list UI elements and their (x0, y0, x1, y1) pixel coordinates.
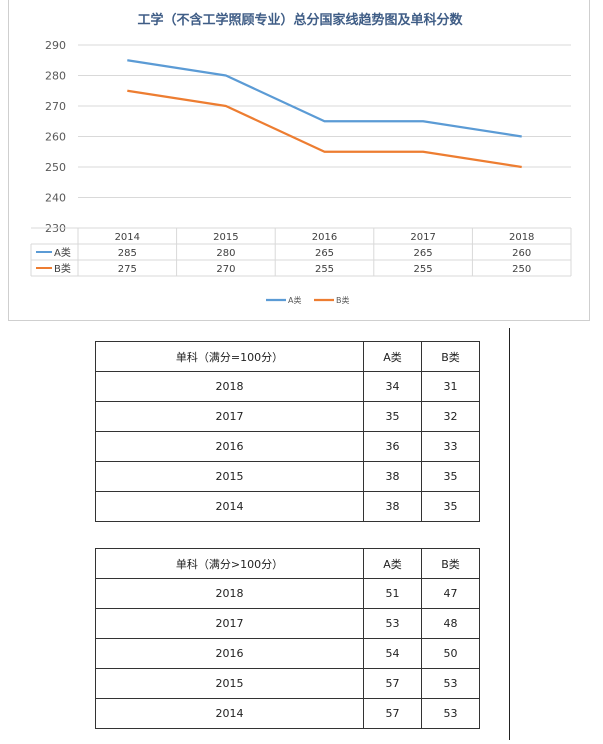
year-cell: 2015 (95, 461, 364, 492)
year-cell: 2017 (95, 401, 364, 432)
header-a: A类 (363, 341, 422, 372)
b-score-cell: 35 (421, 491, 480, 522)
year-cell: 2014 (95, 491, 364, 522)
a-score-cell: 53 (363, 608, 422, 639)
series-line-0 (127, 59, 522, 138)
x-tick-label: 2016 (312, 232, 337, 243)
a-score-cell: 51 (363, 578, 422, 609)
y-tick-label: 250 (45, 161, 66, 174)
year-cell: 2016 (95, 638, 364, 669)
vertical-divider (509, 328, 510, 740)
b-score-cell: 53 (421, 698, 480, 729)
table-row: 2014 57 53 (95, 698, 480, 729)
data-value-label: 260 (512, 248, 531, 259)
legend-label: A类 (288, 295, 301, 305)
y-tick-label: 260 (45, 131, 66, 144)
data-value-label: 275 (118, 264, 137, 275)
a-score-cell: 34 (363, 371, 422, 402)
data-value-label: 255 (315, 264, 334, 275)
a-score-cell: 57 (363, 698, 422, 729)
header-b: B类 (421, 548, 480, 579)
a-score-cell: 38 (363, 491, 422, 522)
b-score-cell: 35 (421, 461, 480, 492)
b-score-cell: 31 (421, 371, 480, 402)
data-value-label: 280 (216, 248, 235, 259)
series-name: A类 (54, 246, 71, 259)
b-score-cell: 48 (421, 608, 480, 639)
a-score-cell: 38 (363, 461, 422, 492)
b-score-cell: 50 (421, 638, 480, 669)
trend-line-chart: 工学（不含工学照顾专业）总分国家线趋势图及单科分数 290 280 270 260 250… (30, 12, 572, 305)
a-score-cell: 36 (363, 431, 422, 462)
table-row: 2015 38 35 (95, 461, 480, 492)
year-cell: 2014 (95, 698, 364, 729)
single-subject-table-over-100: 单科（满分>100分） A类 B类 2018 51 47 2017 53 48 2016 54… (95, 548, 480, 729)
data-value-label: 250 (512, 264, 531, 275)
y-tick-label: 290 (45, 39, 66, 52)
year-cell: 2018 (95, 371, 364, 402)
table-row: 2017 53 48 (95, 608, 480, 639)
header-b: B类 (421, 341, 480, 372)
a-score-cell: 54 (363, 638, 422, 669)
b-score-cell: 32 (421, 401, 480, 432)
series-line-1 (127, 89, 522, 169)
a-score-cell: 57 (363, 668, 422, 699)
data-value-label: 265 (414, 248, 433, 259)
year-cell: 2015 (95, 668, 364, 699)
data-value-label: 285 (118, 248, 137, 259)
chart-panel: 工学（不含工学照顾专业）总分国家线趋势图及单科分数 290 280 270 260 250… (8, 0, 590, 321)
a-score-cell: 35 (363, 401, 422, 432)
x-tick-label: 2018 (509, 232, 534, 243)
year-cell: 2018 (95, 578, 364, 609)
table-row: 2018 51 47 (95, 578, 480, 609)
data-value-label: 270 (216, 264, 235, 275)
chart-title: 工学（不含工学照顾专业）总分国家线趋势图及单科分数 (137, 12, 463, 28)
table-row: 2016 36 33 (95, 431, 480, 462)
data-value-label: 265 (315, 248, 334, 259)
data-value-label: 255 (414, 264, 433, 275)
b-score-cell: 47 (421, 578, 480, 609)
table-header-row: 单科（满分>100分） A类 B类 (95, 548, 480, 579)
header-subject: 单科（满分=100分） (95, 341, 364, 372)
b-score-cell: 53 (421, 668, 480, 699)
y-tick-label: 270 (45, 100, 66, 113)
table-header-row: 单科（满分=100分） A类 B类 (95, 341, 480, 372)
table-row: 2018 34 31 (95, 371, 480, 402)
legend-label: B类 (336, 295, 350, 305)
year-cell: 2017 (95, 608, 364, 639)
year-cell: 2016 (95, 431, 364, 462)
b-score-cell: 33 (421, 431, 480, 462)
series-name: B类 (54, 262, 71, 275)
header-subject: 单科（满分>100分） (95, 548, 364, 579)
y-tick-label: 280 (45, 70, 66, 83)
table-row: 2014 38 35 (95, 491, 480, 522)
header-a: A类 (363, 548, 422, 579)
table-row: 2016 54 50 (95, 638, 480, 669)
x-tick-label: 2015 (213, 232, 238, 243)
table-row: 2015 57 53 (95, 668, 480, 699)
x-tick-label: 2014 (115, 232, 140, 243)
table-row: 2017 35 32 (95, 401, 480, 432)
y-tick-label: 240 (45, 192, 66, 205)
x-tick-label: 2017 (410, 232, 435, 243)
single-subject-table-100: 单科（满分=100分） A类 B类 2018 34 31 2017 35 32 2016 36… (95, 341, 480, 522)
